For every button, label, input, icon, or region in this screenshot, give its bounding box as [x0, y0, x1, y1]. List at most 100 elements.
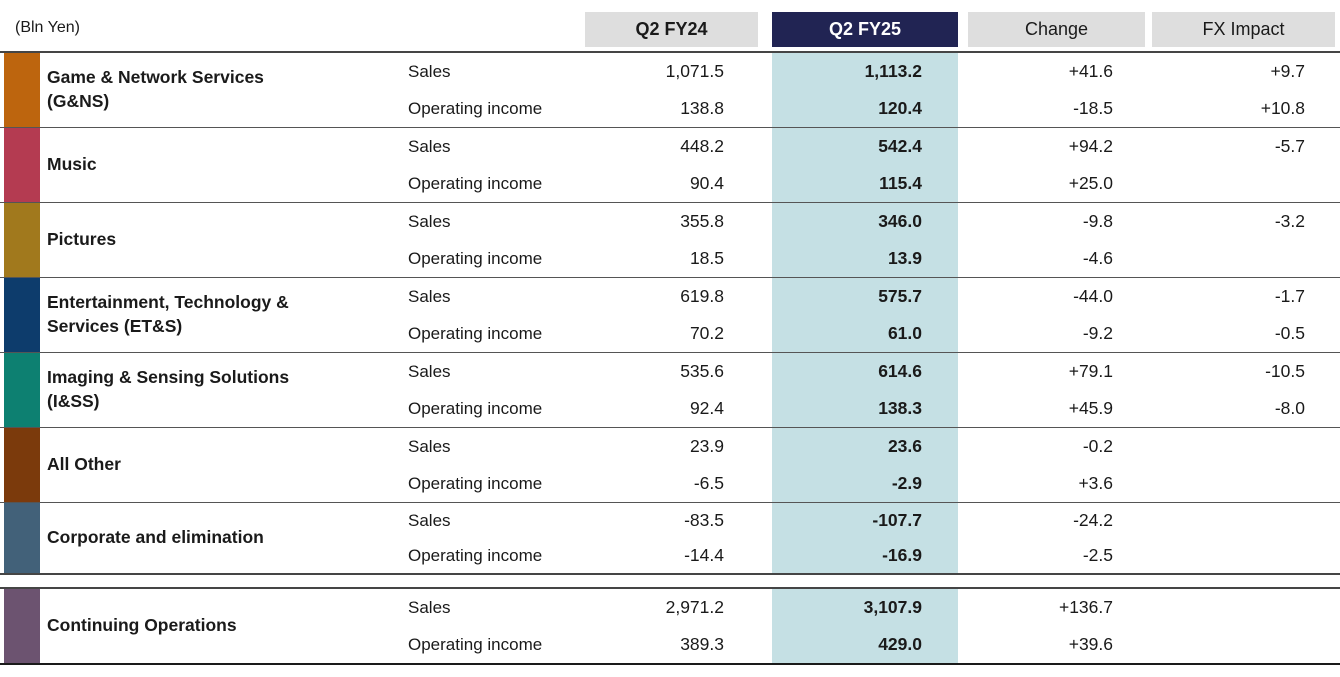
table-row: Operating income -6.5 -2.9 +3.6 [400, 465, 1340, 502]
metric-label: Operating income [408, 545, 543, 565]
metric-label: Sales [408, 211, 451, 231]
metric-label: Operating income [408, 173, 543, 193]
q2fy24-value: -83.5 [684, 510, 724, 530]
metric-label: Sales [408, 436, 451, 456]
segment-name: Continuing Operations [47, 615, 237, 636]
segment-color-bar [4, 278, 40, 352]
column-header-fx-impact: FX Impact [1152, 12, 1335, 47]
column-gap [958, 128, 968, 165]
segment-rows: Sales -83.5 -107.7 -24.2 Operating incom… [400, 503, 1340, 573]
column-gap [1145, 90, 1152, 127]
column-gap [758, 503, 772, 538]
column-gap [758, 353, 772, 390]
segment-section: Pictures Sales 355.8 346.0 -9.8 -3.2 Ope… [0, 202, 1340, 277]
segment-color-bar [4, 53, 40, 127]
table-row: Operating income 70.2 61.0 -9.2 -0.5 [400, 315, 1340, 352]
q2fy24-value: -6.5 [693, 473, 724, 493]
column-gap [758, 626, 772, 663]
column-gap [1145, 240, 1152, 277]
fx-impact-value: -5.7 [1274, 136, 1305, 156]
column-header-q2fy25-highlighted: Q2 FY25 [772, 12, 958, 47]
q2fy25-value: 614.6 [772, 353, 958, 390]
segment-section: Entertainment, Technology & Services (ET… [0, 277, 1340, 352]
change-value: -9.8 [1082, 211, 1113, 231]
column-gap [958, 353, 968, 390]
segment-color-bar [4, 203, 40, 277]
metric-label: Sales [408, 597, 451, 617]
q2fy24-value: 70.2 [689, 323, 724, 343]
segment-section: Imaging & Sensing Solutions (I&SS) Sales… [0, 352, 1340, 427]
column-gap [958, 465, 968, 502]
header-gap [758, 12, 772, 47]
metric-label: Sales [408, 361, 451, 381]
fx-impact-value [1152, 626, 1335, 663]
header-gap [958, 12, 968, 47]
change-value: -2.5 [1082, 545, 1113, 565]
change-value: +45.9 [1068, 398, 1113, 418]
q2fy25-value: 120.4 [772, 90, 958, 127]
segment-section: All Other Sales 23.9 23.6 -0.2 Operating… [0, 427, 1340, 502]
column-gap [758, 538, 772, 573]
fx-impact-value: -0.5 [1274, 323, 1305, 343]
segment-rows: Sales 355.8 346.0 -9.8 -3.2 Operating in… [400, 203, 1340, 277]
metric-label: Sales [408, 510, 451, 530]
q2fy24-value: 448.2 [680, 136, 724, 156]
change-value: -4.6 [1082, 248, 1113, 268]
fx-impact-value [1152, 465, 1335, 502]
segment-color-bar [4, 353, 40, 427]
column-gap [758, 589, 772, 626]
table-row: Sales 1,071.5 1,113.2 +41.6 +9.7 [400, 53, 1340, 90]
segment-section: Corporate and elimination Sales -83.5 -1… [0, 502, 1340, 575]
unit-label: (Bln Yen) [15, 19, 80, 36]
segment-name: Music [47, 154, 97, 175]
segment-color-bar [4, 128, 40, 202]
column-gap [958, 503, 968, 538]
fx-impact-value [1152, 503, 1335, 538]
q2fy25-value: 429.0 [772, 626, 958, 663]
header-gap [1145, 12, 1152, 47]
table-header-row: (Bln Yen) Q2 FY24 Q2 FY25 Change FX Impa… [0, 12, 1340, 47]
segment-rows: Sales 619.8 575.7 -44.0 -1.7 Operating i… [400, 278, 1340, 352]
column-gap [1145, 503, 1152, 538]
column-header-q2fy24: Q2 FY24 [585, 12, 758, 47]
fx-impact-value: -10.5 [1265, 361, 1305, 381]
segment-color-bar [4, 589, 40, 663]
q2fy25-value: 61.0 [772, 315, 958, 352]
fx-impact-value [1152, 589, 1335, 626]
change-value: +79.1 [1068, 361, 1113, 381]
q2fy25-value: 1,113.2 [772, 53, 958, 90]
header-left-spacer: (Bln Yen) [0, 12, 585, 47]
segment-name: All Other [47, 454, 121, 475]
column-gap [758, 465, 772, 502]
change-value: +94.2 [1068, 136, 1113, 156]
fx-impact-value [1152, 165, 1335, 202]
change-value: +3.6 [1078, 473, 1113, 493]
header-divider-line [0, 51, 1340, 53]
q2fy24-value: 535.6 [680, 361, 724, 381]
segment-rows: Sales 23.9 23.6 -0.2 Operating income -6… [400, 428, 1340, 502]
table-row: Sales 448.2 542.4 +94.2 -5.7 [400, 128, 1340, 165]
q2fy24-value: -14.4 [684, 545, 724, 565]
fx-impact-value: +9.7 [1270, 61, 1305, 81]
segment-section: Game & Network Services (G&NS) Sales 1,0… [0, 53, 1340, 127]
q2fy24-value: 90.4 [689, 173, 724, 193]
segment-name: Game & Network Services (G&NS) [47, 67, 264, 111]
q2fy24-value: 18.5 [689, 248, 724, 268]
change-value: -44.0 [1073, 286, 1113, 306]
q2fy24-value: 389.3 [680, 634, 724, 654]
table-row: Operating income 138.8 120.4 -18.5 +10.8 [400, 90, 1340, 127]
q2fy25-value: 575.7 [772, 278, 958, 315]
column-header-change: Change [968, 12, 1145, 47]
segment-color-bar [4, 428, 40, 502]
segment-rows: Sales 1,071.5 1,113.2 +41.6 +9.7 Operati… [400, 53, 1340, 127]
column-gap [1145, 428, 1152, 465]
segment-name: Imaging & Sensing Solutions (I&SS) [47, 367, 290, 411]
q2fy24-value: 355.8 [680, 211, 724, 231]
column-gap [958, 390, 968, 427]
q2fy25-value: -16.9 [772, 538, 958, 573]
q2fy25-value: 23.6 [772, 428, 958, 465]
column-gap [958, 165, 968, 202]
q2fy25-value: 3,107.9 [772, 589, 958, 626]
column-gap [958, 589, 968, 626]
column-gap [958, 278, 968, 315]
